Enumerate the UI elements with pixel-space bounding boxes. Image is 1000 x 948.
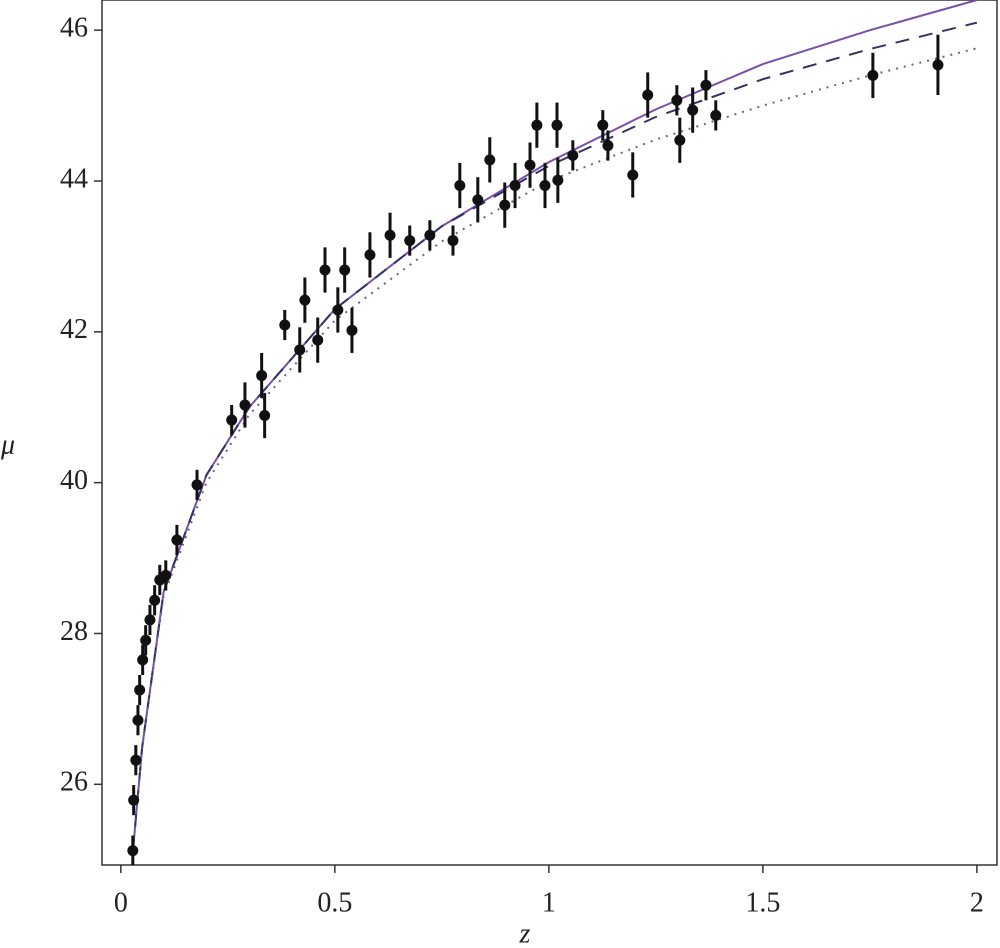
data-point (279, 319, 291, 331)
data-point (339, 264, 351, 276)
data-point (128, 794, 140, 806)
y-axis-label: μ (0, 429, 15, 460)
x-tick-label: 0.5 (317, 887, 352, 918)
data-point (509, 180, 521, 192)
model-curve (131, 21, 978, 853)
y-tick-label: 44 (60, 163, 88, 194)
data-point (687, 104, 699, 116)
x-tick-label: 1 (542, 887, 556, 918)
x-tick-label: 0 (114, 887, 128, 918)
data-point (424, 229, 436, 241)
y-tick-label: 46 (60, 13, 88, 44)
data-point (239, 399, 251, 411)
data-point (299, 294, 311, 306)
plot-area (127, 0, 978, 865)
data-point (551, 119, 563, 131)
data-point (671, 94, 683, 106)
data-point (499, 199, 511, 211)
data-point (597, 119, 609, 131)
data-point (332, 304, 344, 316)
data-point (137, 654, 149, 666)
data-point (447, 235, 459, 247)
y-tick-label: 28 (60, 616, 88, 647)
data-point (226, 414, 238, 426)
data-point (346, 324, 358, 336)
data-point (259, 410, 271, 422)
data-point (134, 684, 146, 696)
data-point (932, 59, 944, 71)
data-point (867, 69, 879, 81)
data-point (144, 614, 156, 626)
data-point (404, 235, 416, 247)
data-point (700, 79, 712, 91)
data-point (140, 634, 152, 646)
data-point (294, 344, 306, 356)
data-point (484, 154, 496, 166)
model-curve (131, 0, 978, 853)
x-axis-label: z (519, 918, 531, 948)
data-point (191, 479, 203, 491)
data-point (384, 229, 396, 241)
data-point (552, 174, 564, 186)
y-tick-label: 42 (60, 314, 88, 345)
data-point (602, 140, 614, 152)
data-point (149, 594, 161, 606)
data-point (364, 249, 376, 261)
data-point (256, 370, 268, 382)
x-tick-label: 1.5 (745, 887, 780, 918)
model-curve (131, 47, 978, 853)
data-point (130, 754, 142, 766)
data-point (319, 264, 331, 276)
data-point (472, 194, 484, 206)
plot-frame (101, 0, 998, 866)
data-point (160, 569, 172, 581)
data-point (132, 714, 144, 726)
data-point (710, 109, 722, 121)
data-point (642, 89, 654, 101)
data-point (539, 180, 551, 192)
data-point (531, 119, 543, 131)
y-tick-label: 26 (60, 767, 88, 798)
y-tick-label: 40 (60, 465, 88, 496)
data-point (567, 149, 579, 161)
data-point (674, 134, 686, 146)
data-point (454, 180, 466, 192)
data-point (524, 159, 536, 171)
data-point (127, 845, 139, 857)
data-point (171, 534, 183, 546)
data-point (627, 169, 639, 181)
data-point (312, 334, 324, 346)
x-tick-label: 2 (970, 887, 984, 918)
